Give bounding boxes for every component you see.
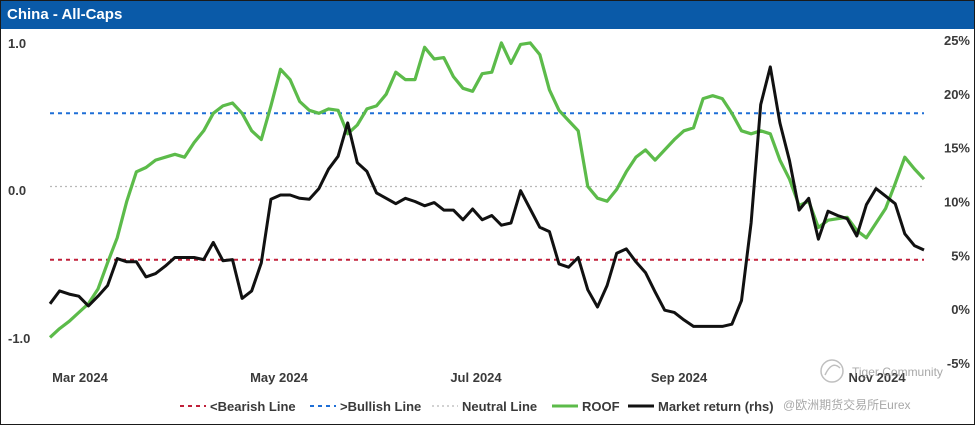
y-right-tick-label: -5% [947, 356, 971, 371]
legend-label: <Bearish Line [210, 399, 296, 414]
chart-title: China - All-Caps [7, 6, 123, 23]
x-tick-label: Jul 2024 [450, 370, 502, 385]
legend-label: >Bullish Line [340, 399, 421, 414]
y-right-tick-label: 5% [951, 248, 970, 263]
y-right-tick-label: 0% [951, 302, 970, 317]
y-right-tick-label: 20% [944, 87, 970, 102]
y-left-tick-label: 0.0 [8, 183, 26, 198]
watermark-text-community: Tiger Community [852, 365, 943, 379]
series-line-roof [48, 41, 926, 339]
watermark-text-author: @欧洲期货交易所Eurex [783, 397, 911, 412]
x-tick-label: May 2024 [250, 370, 309, 385]
x-tick-label: Nov 2024 [848, 370, 906, 385]
y-left-tick-label: 1.0 [8, 36, 26, 51]
title-bar: China - All-Caps [1, 1, 974, 29]
y-left-tick-label: -1.0 [8, 331, 30, 346]
legend-label: ROOF [582, 399, 620, 414]
legend-label: Market return (rhs) [658, 399, 774, 414]
y-right-tick-label: 15% [944, 141, 970, 156]
y-right-tick-label: 25% [944, 33, 970, 48]
watermark: Tiger Community @欧洲期货交易所Eurex [783, 359, 943, 412]
x-tick-label: Mar 2024 [52, 370, 108, 385]
y-right-tick-label: 10% [944, 195, 970, 210]
legend-label: Neutral Line [462, 399, 537, 414]
watermark-logo-mark [824, 364, 841, 376]
x-tick-label: Sep 2024 [651, 370, 708, 385]
series-line-market-return [48, 65, 925, 328]
watermark-logo-icon [820, 359, 844, 383]
